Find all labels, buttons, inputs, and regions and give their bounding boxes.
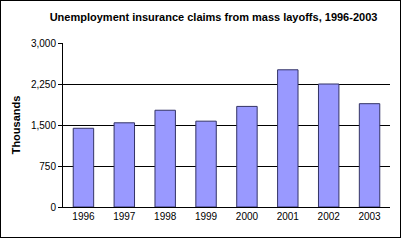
svg-text:2000: 2000 bbox=[236, 211, 259, 222]
svg-text:Thousands: Thousands bbox=[10, 96, 22, 155]
svg-text:2002: 2002 bbox=[318, 211, 341, 222]
svg-text:0: 0 bbox=[50, 202, 56, 213]
svg-text:2,250: 2,250 bbox=[31, 79, 56, 90]
svg-text:1998: 1998 bbox=[154, 211, 177, 222]
svg-text:2001: 2001 bbox=[277, 211, 300, 222]
svg-text:1,500: 1,500 bbox=[31, 120, 56, 131]
svg-text:1999: 1999 bbox=[195, 211, 218, 222]
svg-text:1996: 1996 bbox=[72, 211, 95, 222]
svg-text:750: 750 bbox=[39, 161, 56, 172]
svg-text:1997: 1997 bbox=[113, 211, 136, 222]
svg-text:Unemployment insurance claims: Unemployment insurance claims from mass … bbox=[50, 11, 378, 23]
svg-text:3,000: 3,000 bbox=[31, 38, 56, 49]
svg-text:2003: 2003 bbox=[358, 211, 381, 222]
